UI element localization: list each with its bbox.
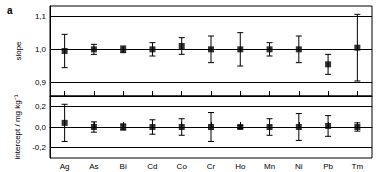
svg-text:Ho: Ho xyxy=(235,162,246,171)
svg-text:As: As xyxy=(89,162,98,171)
svg-text:Ag: Ag xyxy=(60,162,70,171)
svg-text:slope: slope xyxy=(14,41,23,61)
svg-text:0,2: 0,2 xyxy=(35,102,47,111)
svg-text:Co: Co xyxy=(177,162,188,171)
svg-text:-0,2: -0,2 xyxy=(32,143,46,152)
svg-text:Ni: Ni xyxy=(295,162,303,171)
svg-text:Bi: Bi xyxy=(120,162,127,171)
svg-text:Mn: Mn xyxy=(264,162,275,171)
svg-text:Cr: Cr xyxy=(207,162,216,171)
svg-text:intercept / mg kg⁻¹: intercept / mg kg⁻¹ xyxy=(13,94,22,159)
svg-text:Cd: Cd xyxy=(147,162,157,171)
svg-text:0,0: 0,0 xyxy=(35,123,47,132)
svg-text:1,1: 1,1 xyxy=(35,12,47,21)
svg-text:Tm: Tm xyxy=(352,162,364,171)
svg-text:Pb: Pb xyxy=(323,162,333,171)
svg-text:1,0: 1,0 xyxy=(35,45,47,54)
svg-text:0,9: 0,9 xyxy=(35,78,47,87)
svg-text:a: a xyxy=(7,5,13,16)
